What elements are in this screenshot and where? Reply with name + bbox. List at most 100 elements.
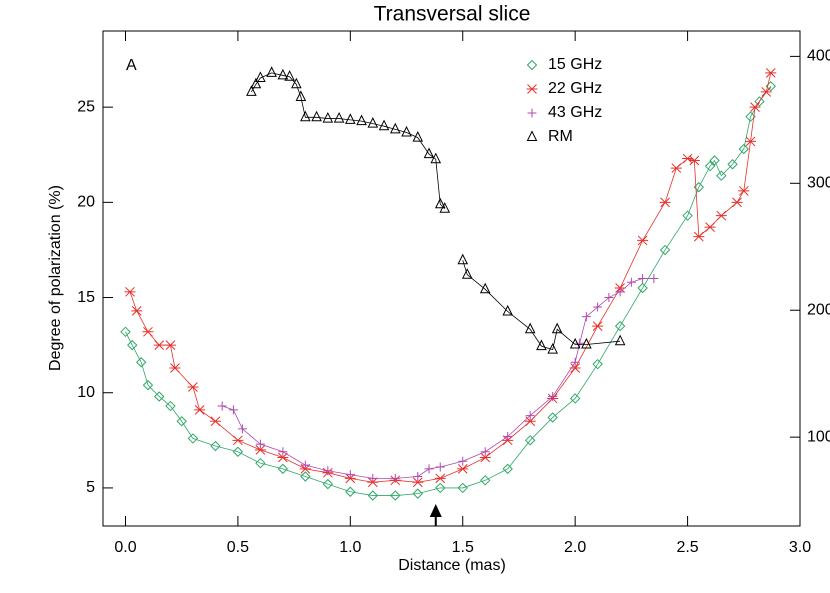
data-point — [367, 490, 379, 501]
data-point — [295, 90, 307, 101]
data-point — [659, 197, 671, 208]
data-point — [412, 130, 424, 142]
data-point — [232, 446, 244, 457]
data-point — [430, 152, 442, 164]
data-point — [458, 456, 468, 466]
y-tick-label: 20 — [77, 194, 95, 211]
y-tick-label: 25 — [77, 98, 95, 115]
data-point — [266, 66, 277, 77]
legend-label: 22 GHz — [548, 80, 602, 97]
y-tick-label: 15 — [77, 289, 95, 306]
data-point — [345, 486, 356, 497]
data-point — [277, 68, 289, 80]
data-point — [479, 452, 491, 463]
data-point — [480, 475, 491, 486]
data-point — [754, 96, 765, 107]
data-point — [277, 463, 289, 475]
legend-label: RM — [548, 128, 573, 145]
data-point — [461, 268, 473, 279]
data-point — [569, 337, 581, 349]
data-point — [749, 102, 761, 113]
data-point — [187, 433, 199, 444]
data-point — [581, 312, 591, 322]
x-tick-label: 3.0 — [789, 539, 811, 556]
data-point — [291, 77, 302, 89]
data-point — [682, 210, 693, 221]
data-point — [457, 253, 469, 265]
series-line — [222, 278, 654, 479]
data-point — [570, 357, 580, 367]
data-point — [480, 447, 490, 457]
data-point — [716, 170, 727, 181]
plot-frame — [102, 30, 801, 527]
data-point — [228, 405, 238, 415]
data-point — [136, 357, 147, 368]
data-point — [503, 432, 513, 442]
data-point — [575, 338, 585, 348]
data-point — [210, 440, 221, 452]
data-point — [502, 463, 513, 475]
data-point — [389, 122, 401, 134]
data-point — [536, 339, 547, 351]
data-point — [649, 274, 659, 283]
data-point — [194, 405, 206, 415]
data-point — [731, 197, 743, 208]
data-point — [581, 337, 592, 349]
data-point — [682, 153, 694, 164]
series-line — [129, 72, 772, 483]
data-point — [592, 358, 603, 370]
y-axis-label: Degree of polarization (%) — [47, 185, 64, 371]
data-point — [187, 382, 199, 392]
data-point — [390, 473, 400, 483]
data-point — [704, 160, 716, 172]
data-point — [693, 231, 705, 242]
data-point — [727, 159, 738, 170]
data-point — [131, 306, 143, 316]
y2-tick-label: 200 — [807, 301, 830, 318]
data-point — [524, 322, 536, 334]
data-point — [569, 393, 581, 404]
data-point — [237, 424, 247, 434]
data-point — [670, 163, 682, 173]
data-point — [153, 340, 165, 350]
data-point — [217, 401, 227, 411]
data-point — [502, 304, 514, 316]
data-point — [547, 412, 558, 423]
x-tick-label: 1.0 — [339, 539, 361, 556]
data-point — [413, 472, 423, 481]
data-point — [142, 379, 154, 391]
series-line — [251, 72, 621, 351]
data-point — [124, 286, 136, 297]
data-point — [322, 111, 334, 123]
data-point — [760, 87, 772, 97]
data-point — [345, 113, 356, 124]
data-point — [255, 439, 265, 449]
data-point — [745, 136, 757, 147]
legend-marker — [527, 108, 537, 118]
data-point — [164, 340, 176, 350]
data-point — [637, 282, 648, 294]
data-point — [176, 416, 187, 427]
data-point — [614, 334, 626, 346]
legend-marker — [526, 130, 538, 141]
data-point — [479, 282, 491, 294]
data-point — [439, 202, 451, 213]
y2-tick-label: 400 — [807, 48, 830, 65]
x-tick-label: 0.0 — [114, 539, 136, 556]
data-point — [367, 117, 379, 128]
legend-label: 43 GHz — [548, 104, 602, 121]
data-point — [715, 210, 727, 221]
data-point — [457, 482, 468, 494]
x-tick-label: 1.5 — [452, 539, 474, 556]
y-tick-label: 10 — [77, 384, 95, 401]
data-point — [688, 155, 700, 166]
data-point — [255, 71, 266, 82]
data-point — [659, 244, 671, 256]
data-point — [412, 488, 423, 499]
data-point — [524, 435, 536, 446]
y2-tick-label: 100 — [807, 428, 830, 445]
data-point — [401, 125, 412, 137]
data-point — [154, 391, 165, 402]
data-point — [284, 70, 295, 81]
